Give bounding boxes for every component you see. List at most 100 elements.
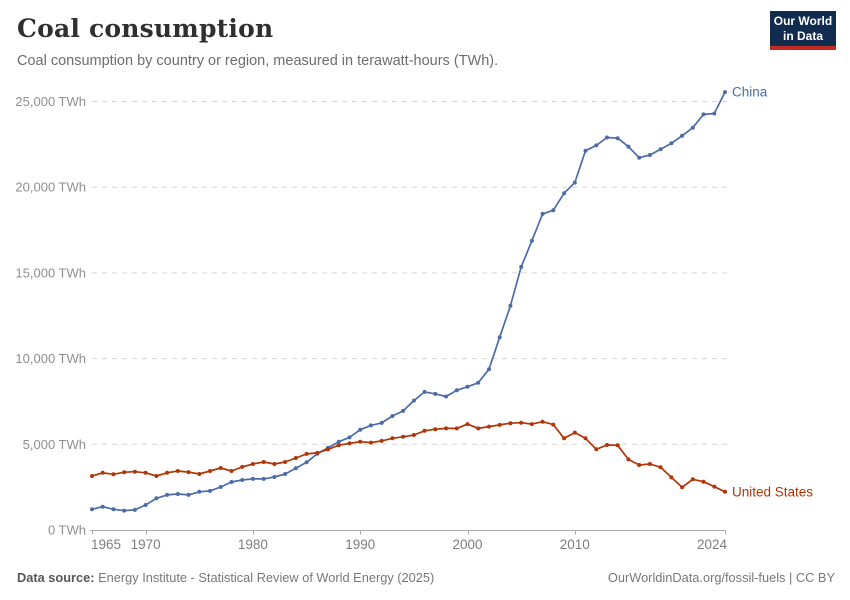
x-tick-label: 1970 [131,537,161,552]
series-marker [197,489,202,494]
series-marker [572,430,577,435]
series-marker [175,492,180,496]
series-marker [444,426,449,431]
x-tick-label: 1980 [238,537,268,552]
series-marker [594,143,599,148]
logo-line1: Our World [773,14,833,29]
series-marker [487,367,491,372]
series-marker [529,422,534,427]
series-marker [647,462,652,466]
y-tick-label: 25,000 TWh [15,94,86,109]
series-marker [368,423,373,428]
series-marker [647,153,652,157]
owid-logo: Our World in Data [770,11,836,50]
series-marker [476,426,481,431]
data-source: Data source: Energy Institute - Statisti… [17,570,434,585]
series-marker [218,485,223,489]
series-marker [615,136,620,141]
series-marker [433,391,438,396]
x-tick-label: 2010 [560,537,590,552]
x-tick-label: 1965 [91,537,121,552]
series-marker [658,465,663,470]
logo-red-bar [770,46,836,50]
series-marker [583,436,588,441]
series-marker [250,462,255,466]
x-tick-label: 1990 [345,537,375,552]
series-marker [368,440,373,445]
series-marker [626,144,631,149]
series-marker [476,380,481,385]
series-marker [422,428,427,433]
series-marker [208,488,212,493]
series-marker [562,191,567,196]
series-marker [208,469,212,473]
series-marker [358,439,363,444]
series-marker [347,441,352,446]
series-marker [336,443,341,448]
series-marker [250,476,255,481]
y-tick-label: 15,000 TWh [15,265,86,280]
series-marker [143,503,148,507]
series-marker [690,125,695,130]
series-marker [701,479,706,484]
series-end-label: China [732,85,768,100]
series-marker [390,414,395,418]
series-marker [90,507,94,512]
series-marker [229,469,234,473]
series-marker [165,492,170,497]
series-marker [261,460,266,464]
series-marker [562,436,567,441]
series-marker [690,477,695,482]
series-marker [390,436,395,441]
series-marker [433,427,438,432]
series-marker [626,457,631,462]
series-marker [122,508,127,513]
series-marker [637,463,642,467]
series-marker [540,419,545,424]
series-marker [229,480,234,484]
series-marker [519,420,524,425]
series-marker [293,456,298,460]
series-marker [594,447,599,452]
series-marker [197,472,202,476]
series-marker [283,460,288,464]
series-marker [154,474,159,478]
series-marker [111,507,116,512]
y-tick-label: 20,000 TWh [15,180,86,195]
series-marker [90,474,94,478]
series-marker [465,384,470,389]
series-marker [401,408,406,413]
series-marker [519,264,524,269]
series-marker [712,484,717,489]
series-marker [669,475,674,480]
series-marker [615,443,620,448]
series-marker [680,485,685,490]
series-end-label: United States [732,484,813,499]
series-marker [240,464,245,469]
y-tick-label: 5,000 TWh [23,437,86,452]
series-marker [529,238,534,243]
series-marker [658,147,663,152]
series-marker [336,439,341,444]
series-marker [508,421,513,426]
series-marker [540,211,545,216]
series-marker [326,447,330,452]
series-marker [132,507,137,512]
series-marker [315,450,320,455]
series-marker [701,112,706,117]
series-marker [358,427,363,432]
owid-logo-text: Our World in Data [770,11,836,46]
series-marker [218,466,223,470]
series-marker [465,422,470,427]
series-marker [304,460,309,465]
series-marker [154,496,159,501]
series-marker [143,470,148,475]
series-marker [186,470,191,475]
series-marker [497,422,502,427]
series-marker [100,470,105,475]
series-marker [723,489,727,494]
series-marker [240,478,245,482]
data-source-label: Data source: [17,570,95,585]
